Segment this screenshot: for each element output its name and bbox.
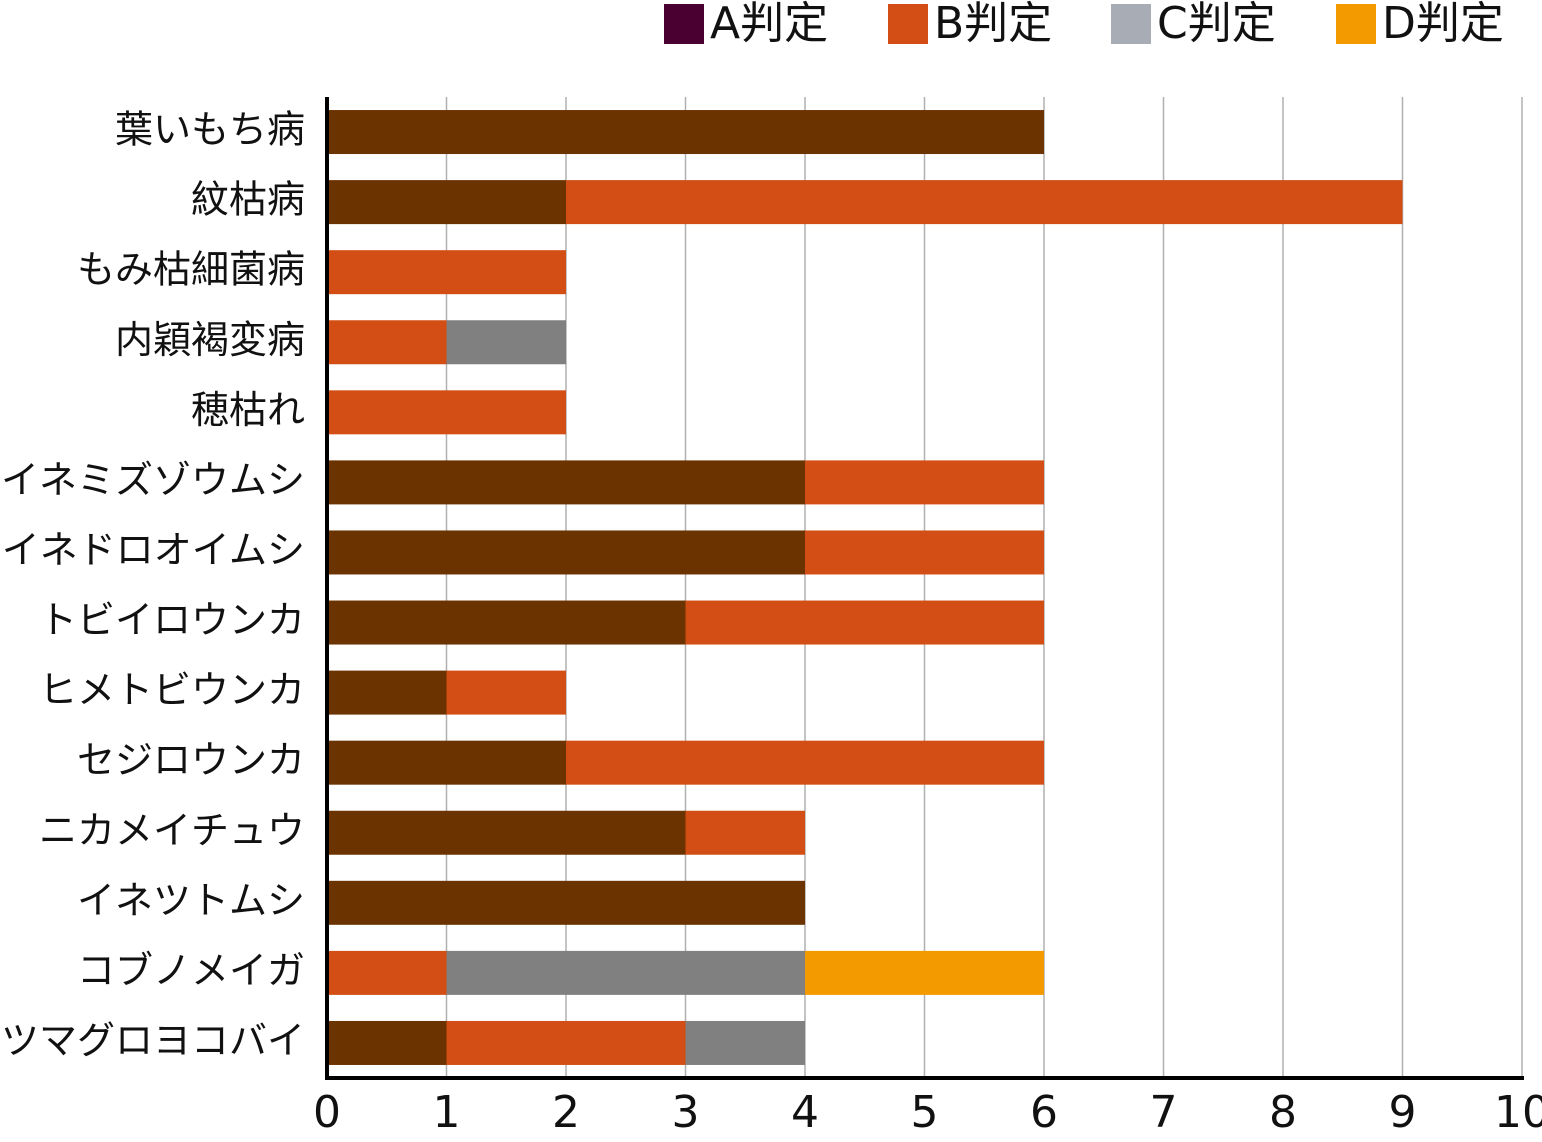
x-tick-label: 6 — [1030, 1087, 1058, 1138]
x-tick-label: 5 — [911, 1087, 939, 1138]
y-tick-label: コブノメイガ — [77, 948, 305, 992]
x-tick-label: 4 — [791, 1087, 819, 1138]
y-tick-label: イネミズゾウムシ — [1, 458, 305, 502]
y-tick-label: イネドロオイムシ — [2, 528, 305, 572]
bar-segment — [446, 1020, 686, 1065]
legend-swatch — [1336, 4, 1376, 44]
y-tick-label: もみ枯細菌病 — [77, 248, 305, 292]
x-tick-label: 9 — [1389, 1087, 1417, 1138]
x-tick-label: 0 — [313, 1087, 341, 1138]
bar-segment — [327, 670, 447, 715]
bar-segment — [566, 740, 1044, 785]
y-tick-label: 葉いもち病 — [115, 108, 305, 152]
y-tick-label: トビイロウンカ — [39, 598, 305, 642]
bar-segment — [327, 1020, 447, 1065]
legend-label: C判定 — [1157, 0, 1276, 49]
legend-swatch — [664, 4, 704, 44]
bar-segment — [327, 810, 686, 855]
bar-segment — [805, 530, 1044, 575]
x-tick-label: 8 — [1269, 1087, 1297, 1138]
y-tick-label: ニカメイチュウ — [39, 808, 305, 852]
bar-segment — [327, 460, 805, 505]
x-tick-label: 1 — [433, 1087, 461, 1138]
bar-segment — [327, 740, 566, 785]
bar-segment — [327, 390, 566, 435]
y-tick-label: セジロウンカ — [77, 738, 305, 782]
bar-segment — [327, 880, 805, 925]
bar-segment — [446, 320, 566, 365]
bar-segment — [327, 110, 1044, 155]
bar-segment — [446, 950, 805, 995]
legend-label: D判定 — [1382, 0, 1504, 49]
legend-swatch — [888, 4, 928, 44]
y-tick-label: 穂枯れ — [191, 388, 305, 432]
x-tick-label: 10 — [1494, 1087, 1542, 1138]
x-tick-label: 3 — [672, 1087, 700, 1138]
bar-segment — [685, 1020, 805, 1065]
legend-swatch — [1111, 4, 1151, 44]
bar-segment — [327, 530, 805, 575]
bar-segment — [327, 250, 566, 295]
bar-segment — [446, 670, 566, 715]
bar-segment — [805, 950, 1044, 995]
legend-label: A判定 — [710, 0, 828, 49]
bar-segment — [685, 810, 805, 855]
legend-label: B判定 — [934, 0, 1052, 49]
bar-segment — [805, 460, 1044, 505]
x-tick-label: 2 — [552, 1087, 580, 1138]
x-tick-label: 7 — [1150, 1087, 1178, 1138]
y-tick-label: ヒメトビウンカ — [39, 668, 305, 712]
y-tick-label: イネツトムシ — [77, 878, 305, 922]
y-tick-label: 内穎褐変病 — [115, 318, 305, 362]
y-tick-label: 紋枯病 — [191, 178, 305, 222]
bar-segment — [685, 600, 1044, 645]
bar-segment — [327, 320, 447, 365]
bar-segment — [327, 180, 566, 225]
bar-segment — [327, 600, 686, 645]
y-tick-label: ツマグロヨコバイ — [1, 1018, 305, 1062]
bar-segment — [566, 180, 1403, 225]
bar-segment — [327, 950, 447, 995]
